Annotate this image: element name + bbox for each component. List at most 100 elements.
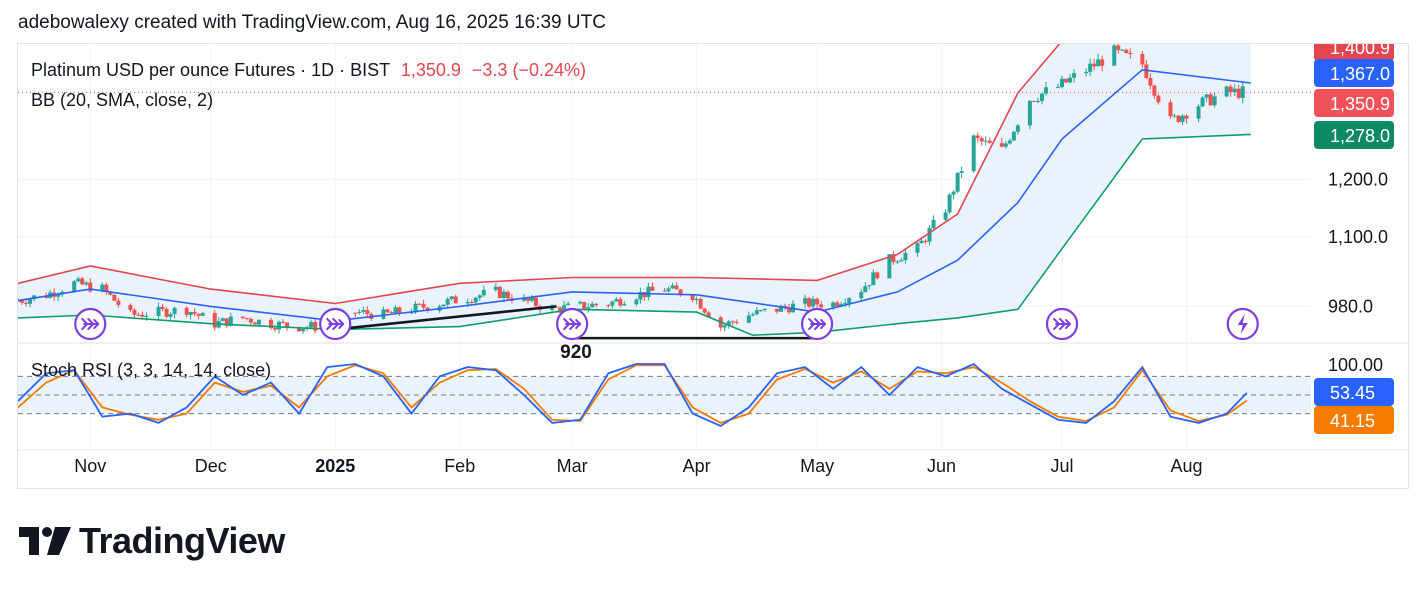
candle-body [666, 288, 671, 292]
candle-body [903, 252, 908, 261]
candle-body [859, 292, 864, 299]
candle-body [1112, 45, 1117, 66]
price-label-bg [1314, 89, 1394, 117]
candle-body [1172, 115, 1177, 117]
candle-body [1212, 96, 1217, 106]
candle-body [156, 306, 161, 316]
candle-body [421, 303, 426, 308]
event-marker[interactable] [74, 307, 107, 341]
stoch-k-line [18, 362, 1248, 428]
candle-body [1011, 131, 1016, 141]
candle-body [887, 254, 892, 279]
x-tick-label: Mar [557, 456, 588, 476]
candle-body [1068, 77, 1073, 83]
candle-body [847, 298, 852, 304]
candle-body [244, 317, 249, 319]
candle-body [815, 298, 820, 305]
candle-body [891, 254, 896, 262]
candle-body [811, 298, 816, 307]
candle-body [578, 301, 583, 304]
price-label-bg [1314, 59, 1394, 87]
chart-frame[interactable]: 920 980.0 1,100.0 1,200.0 1,400.9 1,367.0 1,35… [17, 43, 1409, 489]
candle-body [1124, 49, 1129, 54]
legend-bollinger[interactable]: BB (20, SMA, close, 2) [31, 90, 214, 110]
candle-body [786, 307, 791, 313]
event-marker[interactable] [1226, 307, 1259, 341]
price-label-text: 1,400.9 [1330, 44, 1390, 58]
candle-body [497, 286, 502, 298]
price-label-badge: 1,350.9 [1314, 89, 1394, 117]
candle-body [1208, 94, 1213, 106]
candle-body [1084, 71, 1089, 74]
candle-body [923, 240, 928, 242]
candle-body [586, 307, 591, 309]
candle-body [285, 322, 290, 327]
candle-body [445, 299, 450, 305]
osc-value-badge: 41.15 [1314, 406, 1394, 434]
event-marker[interactable] [319, 307, 352, 341]
candle-body [228, 316, 233, 326]
candle-body [192, 311, 197, 314]
candle-body [622, 304, 627, 306]
candle-body [1092, 63, 1097, 67]
price-label-text: 1,278.0 [1330, 126, 1390, 146]
x-tick-label: Apr [683, 456, 711, 476]
candle-body [638, 292, 643, 300]
tradingview-logo[interactable]: TradingView [19, 520, 285, 562]
candle-body [698, 298, 703, 309]
candle-body [590, 303, 595, 308]
osc-value-badge: 53.45 [1314, 378, 1394, 406]
candle-body [80, 278, 85, 285]
y-tick-label: 1,100.0 [1328, 227, 1388, 247]
candle-body [955, 172, 960, 192]
osc-value-text: 41.15 [1330, 411, 1375, 431]
symbol-title: Platinum USD per ounce Futures · 1D · BI… [31, 60, 390, 80]
bb-fill [18, 44, 1251, 336]
candle-body [1240, 86, 1245, 98]
candle-body [670, 285, 675, 289]
main-pane [18, 44, 1311, 340]
candle-body [277, 321, 282, 330]
x-tick-label: Jun [927, 456, 956, 476]
candle-body [646, 286, 651, 298]
bb-lower-line [18, 133, 1251, 337]
candle-body [706, 312, 711, 318]
candle-body [610, 301, 615, 306]
event-marker[interactable] [1045, 307, 1079, 341]
candle-body [417, 303, 422, 305]
candle-body [678, 289, 683, 296]
candle-body [56, 294, 61, 297]
candle-body [268, 319, 273, 329]
candle-body [24, 302, 29, 304]
candle-body [425, 307, 430, 311]
legend-stoch-rsi[interactable]: Stoch RSI (3, 3, 14, 14, close) [31, 360, 272, 380]
candle-body [867, 285, 872, 287]
osc-value-text: 53.45 [1330, 383, 1375, 403]
y-tick-label: 980.0 [1328, 296, 1373, 316]
candle-body [28, 299, 33, 304]
candle-body [196, 313, 201, 316]
candle-body [839, 304, 844, 307]
candle-body [1168, 102, 1173, 117]
event-marker[interactable] [556, 307, 589, 341]
bolt-icon [1237, 314, 1248, 334]
legend-symbol[interactable]: Platinum USD per ounce Futures · 1D · BI… [31, 60, 586, 81]
candle-body [465, 302, 470, 304]
candle-body [566, 303, 571, 306]
candle-body [281, 321, 286, 323]
candle-body [875, 272, 880, 279]
candle-body [1148, 77, 1153, 86]
candle-body [1156, 95, 1161, 103]
candle-body [1039, 93, 1044, 101]
candle-body [505, 291, 510, 299]
candle-body [734, 322, 739, 324]
candle-body [1204, 94, 1209, 98]
chart-canvas[interactable]: 920 980.0 1,100.0 1,200.0 1,400.9 1,367.0 1,35… [18, 44, 1408, 488]
candle-body [397, 307, 402, 313]
candle-body [188, 311, 193, 315]
candle-body [959, 171, 964, 173]
x-tick-label: Nov [74, 456, 106, 476]
event-marker[interactable] [800, 307, 834, 341]
candle-body [582, 301, 587, 309]
candle-body [975, 135, 980, 138]
